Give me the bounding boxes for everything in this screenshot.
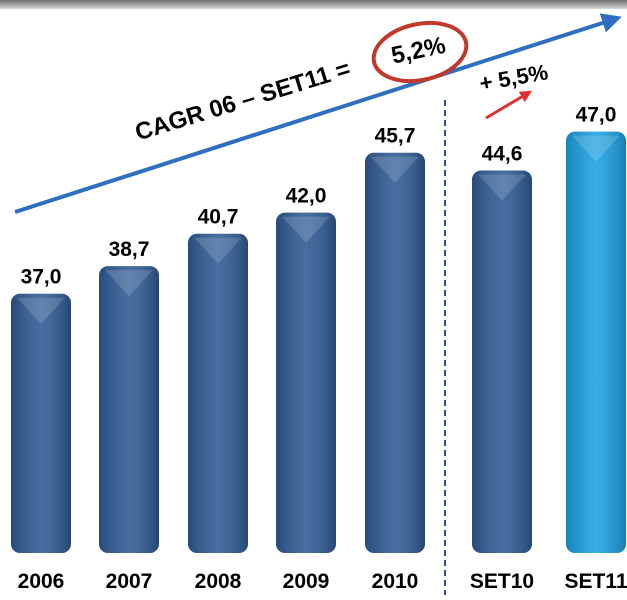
growth-arrow — [485, 90, 533, 120]
bar-bevel — [105, 270, 153, 297]
value-label: 40,7 — [198, 206, 239, 229]
bar-shine — [276, 212, 336, 554]
cagr-label: CAGR 06 – SET11 = — [132, 55, 354, 146]
bar-bevel — [282, 216, 330, 243]
value-label: 37,0 — [21, 266, 62, 289]
value-label: 45,7 — [375, 125, 416, 148]
value-label: 38,7 — [109, 238, 150, 261]
bar-bevel — [572, 135, 620, 162]
bar-shine — [566, 131, 626, 553]
bar-bevel — [478, 174, 526, 201]
bar-bevel — [371, 156, 419, 183]
bar-shine — [11, 293, 71, 553]
bar-shine — [188, 233, 248, 554]
bar-shine — [472, 170, 532, 553]
growth-label: + 5,5% — [477, 59, 549, 96]
bar-shine — [99, 266, 159, 553]
x-tick-label: 2008 — [195, 570, 242, 593]
value-label: 42,0 — [286, 185, 327, 208]
x-tick-label: 2006 — [18, 570, 65, 593]
value-label: 47,0 — [576, 104, 617, 127]
bar-bevel — [17, 297, 65, 324]
value-label: 44,6 — [482, 143, 523, 166]
x-tick-label: 2009 — [283, 570, 330, 593]
x-tick-label: 2010 — [372, 570, 419, 593]
top-band — [0, 0, 627, 9]
cagr-value: 5,2% — [389, 32, 448, 70]
bar-shine — [365, 152, 425, 554]
x-tick-label: 2007 — [106, 570, 153, 593]
bar-bevel — [194, 237, 242, 264]
x-tick-label: SET10 — [470, 570, 534, 593]
trend-arrow — [14, 13, 622, 214]
x-tick-label: SET11 — [564, 570, 627, 593]
highlight-circle — [371, 20, 469, 84]
